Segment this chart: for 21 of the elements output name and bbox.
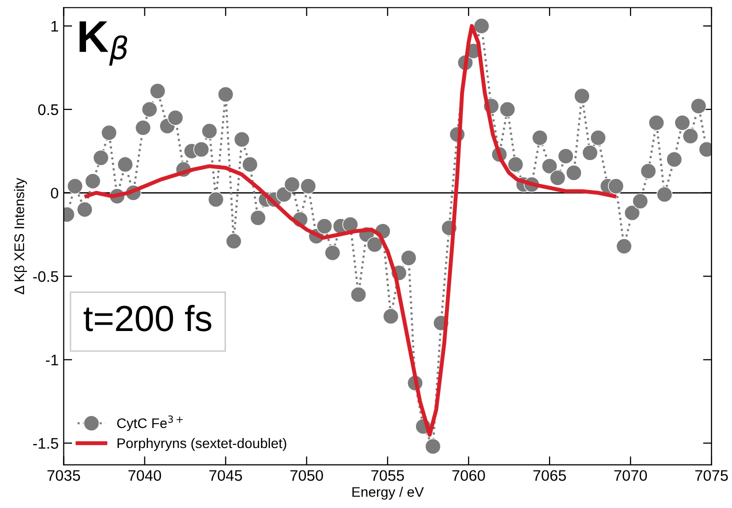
x-tick-label: 7075 — [695, 470, 728, 481]
y-tick-label: -1 — [46, 354, 58, 366]
y-tick-label: 1 — [51, 21, 58, 32]
x-tick-label: 7065 — [533, 470, 566, 481]
x-axis-title: Energy / eV — [352, 486, 424, 500]
legend-label: CytC Fe$^{3+}$ — [117, 415, 183, 431]
x-tick-label: 7050 — [290, 470, 324, 481]
x-tick-label: 7035 — [47, 470, 80, 481]
x-tick-label: 7060 — [452, 470, 485, 481]
y-tick-label: -1.5 — [33, 438, 58, 449]
x-tick-label: 7055 — [371, 470, 404, 481]
x-tick-label: 7045 — [209, 470, 242, 481]
y-tick-label: -0.5 — [33, 271, 58, 282]
annotation: t=200 fs — [84, 304, 212, 332]
x-tick-label: 7040 — [128, 470, 162, 481]
y-tick-label: 0 — [50, 188, 58, 199]
annotation: K$_{β}$ — [80, 21, 128, 66]
y-axis-title: Δ Kβ XES Intensity — [14, 178, 27, 294]
x-tick-label: 7070 — [614, 470, 647, 481]
legend-label: Porphyryns (sextet-doublet) — [118, 438, 286, 451]
y-tick-label: 0.5 — [38, 104, 58, 116]
